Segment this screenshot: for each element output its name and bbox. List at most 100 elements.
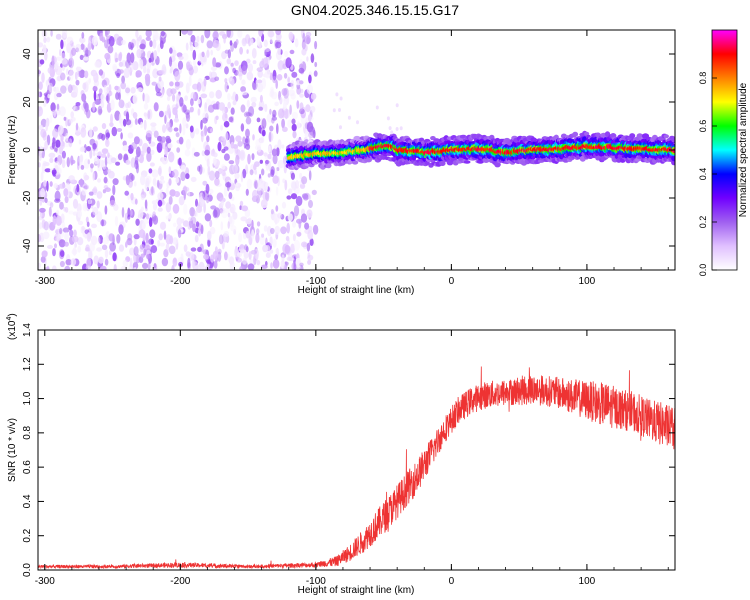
spectrogram-cell bbox=[306, 36, 311, 45]
spectrogram-cell bbox=[185, 42, 189, 51]
spectrogram-cell bbox=[312, 224, 319, 235]
spectrogram-cell bbox=[112, 184, 116, 196]
spectrogram-cell bbox=[212, 57, 217, 67]
spectrogram-cell bbox=[306, 84, 314, 95]
spectrogram-cell bbox=[116, 72, 120, 78]
spectrogram-cell bbox=[289, 104, 292, 115]
spectrogram-cell bbox=[203, 77, 207, 87]
spectrogram-cell bbox=[268, 131, 272, 143]
spectrogram-cell bbox=[192, 49, 197, 61]
x-tick-label: 100 bbox=[579, 276, 596, 287]
spectrogram-cell bbox=[118, 69, 124, 74]
y-tick-label: 0.8 bbox=[22, 425, 33, 439]
spectrogram-x-axis-label: Height of straight line (km) bbox=[298, 285, 415, 296]
spectrogram-cell bbox=[197, 165, 201, 172]
spectrogram-cell bbox=[61, 30, 68, 39]
spectrogram-cell bbox=[84, 49, 91, 57]
spectrogram-cell bbox=[68, 210, 74, 215]
spectrogram-cell bbox=[58, 183, 66, 189]
spectrogram-cell bbox=[125, 159, 131, 165]
spectrogram-cell bbox=[73, 229, 77, 238]
x-tick-label: 100 bbox=[579, 576, 596, 587]
spectrogram-cell bbox=[111, 126, 118, 137]
spectrogram-cell bbox=[206, 40, 214, 49]
spectrogram-cell bbox=[230, 62, 234, 67]
spectrogram-cell bbox=[157, 167, 162, 175]
spectrogram-cell bbox=[189, 207, 196, 217]
spectrogram-cell bbox=[245, 230, 251, 239]
spectrogram-cell bbox=[272, 259, 280, 269]
spectrogram-cell bbox=[272, 154, 278, 165]
spectrogram-cell bbox=[178, 157, 182, 166]
spectrogram-cell bbox=[77, 210, 82, 218]
y-tick-label: 1.0 bbox=[22, 391, 33, 405]
spectrogram-cell bbox=[75, 79, 80, 86]
spectrogram-cell bbox=[301, 48, 307, 56]
spectrogram-cell bbox=[125, 256, 131, 263]
spectrogram-cells bbox=[38, 30, 675, 270]
spectrogram-cell bbox=[177, 257, 184, 264]
spectrogram-cell bbox=[130, 174, 135, 181]
spectrogram-cell bbox=[283, 100, 287, 112]
spectrogram-cell bbox=[251, 229, 255, 240]
spectrogram-cell bbox=[182, 104, 187, 113]
spectrogram-ridge-cell bbox=[463, 160, 471, 164]
spectrogram-cell bbox=[293, 239, 301, 251]
spectrogram-cell bbox=[282, 63, 287, 70]
spectrogram-cell bbox=[235, 154, 240, 166]
spectrogram-cell bbox=[265, 159, 270, 165]
spectrogram-cell bbox=[227, 93, 231, 101]
spectrogram-cell bbox=[105, 139, 110, 148]
spectrogram-cell bbox=[192, 59, 197, 66]
spectrogram-cell bbox=[101, 219, 104, 227]
spectrogram-ridge-cell bbox=[629, 133, 636, 139]
spectrogram-cell bbox=[108, 233, 115, 242]
spectrogram-cell bbox=[297, 121, 300, 129]
spectrogram-cell bbox=[110, 99, 115, 111]
spectrogram-cell bbox=[229, 203, 236, 214]
spectrogram-cell bbox=[220, 200, 225, 206]
spectrogram-cell bbox=[57, 229, 65, 239]
spectrogram-cell bbox=[164, 110, 169, 116]
spectrogram-cell bbox=[122, 140, 127, 147]
spectrogram-cell bbox=[43, 37, 47, 43]
spectrogram-cell bbox=[198, 164, 203, 175]
spectrogram-cell bbox=[72, 198, 79, 209]
spectrogram-cell bbox=[174, 70, 181, 82]
spectrogram-cell bbox=[264, 49, 267, 57]
spectrogram-cell bbox=[188, 216, 193, 222]
spectrogram-cell bbox=[104, 258, 109, 266]
spectrogram-cell bbox=[70, 258, 77, 266]
spectrogram-cell bbox=[39, 207, 46, 213]
spectrogram-cell bbox=[160, 30, 166, 37]
spectrogram-cell bbox=[88, 249, 93, 261]
spectrogram-cell bbox=[101, 123, 107, 130]
spectrogram-cell bbox=[50, 102, 56, 112]
spectrogram-cell bbox=[174, 81, 180, 87]
spectrogram-cell bbox=[214, 62, 222, 68]
spectrogram-cell bbox=[263, 39, 268, 48]
spectrogram-ridge-cell bbox=[494, 161, 501, 168]
spectrogram-cell bbox=[224, 207, 230, 213]
spectrogram-cell bbox=[232, 100, 237, 106]
spectrogram-cell bbox=[267, 30, 275, 38]
spectrogram-cell bbox=[227, 212, 231, 218]
spectrogram-cell bbox=[235, 39, 239, 45]
spectrogram-cell bbox=[206, 158, 210, 168]
spectrogram-cell bbox=[292, 220, 296, 228]
spectrogram-cell bbox=[165, 135, 171, 141]
spectrogram-cell bbox=[288, 31, 294, 41]
spectrogram-cell bbox=[108, 250, 112, 256]
spectrogram-cell bbox=[159, 242, 165, 247]
spectrogram-cell bbox=[105, 95, 109, 102]
spectrogram-stray-cell bbox=[332, 108, 336, 113]
spectrogram-ridge-cell bbox=[671, 159, 675, 166]
spectrogram-cell bbox=[258, 30, 263, 37]
spectrogram-cell bbox=[136, 48, 142, 59]
spectrogram-cell bbox=[281, 88, 288, 96]
spectrogram-cell bbox=[139, 43, 146, 50]
spectrogram-cell bbox=[276, 123, 279, 135]
spectrogram-cell bbox=[75, 66, 82, 72]
spectrogram-cell bbox=[112, 252, 117, 262]
spectrogram-cell bbox=[121, 207, 125, 218]
